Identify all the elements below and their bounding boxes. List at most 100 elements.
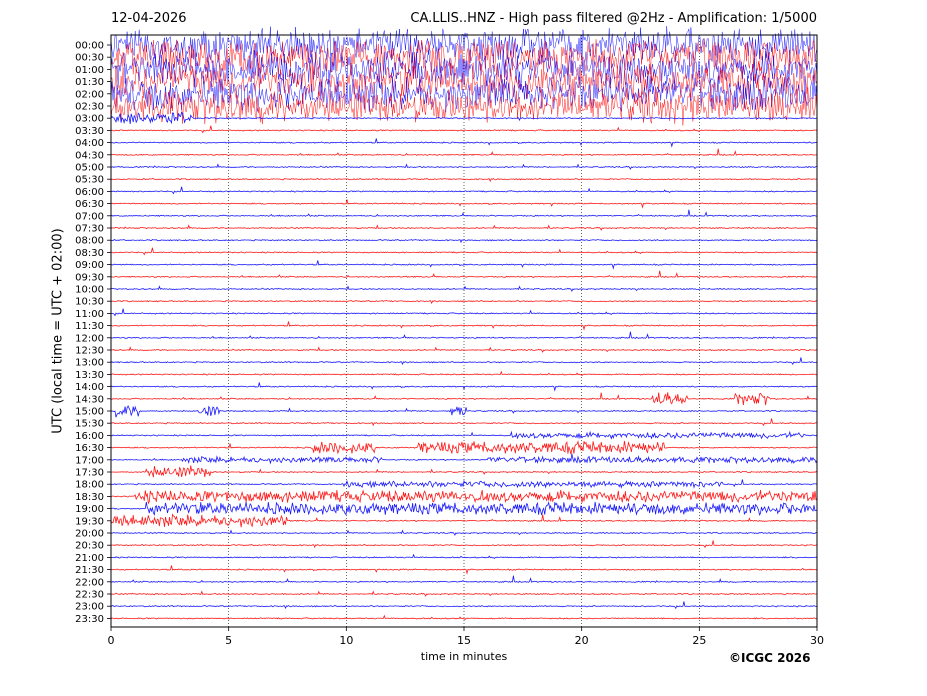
- y-tick-label: 06:30: [75, 199, 104, 210]
- x-tick-label: 20: [575, 634, 589, 647]
- trace-2130: [110, 565, 818, 575]
- y-tick-label: 12:30: [75, 346, 104, 357]
- trace-layer: [110, 26, 818, 621]
- y-tick-label: 11:30: [75, 321, 104, 332]
- y-tick-label: 23:30: [75, 614, 104, 625]
- y-tick-label: 01:30: [75, 77, 104, 88]
- trace-0330: [110, 125, 818, 134]
- y-tick-label: 05:00: [75, 163, 104, 174]
- trace-1530: [110, 418, 817, 427]
- x-tick-label: 15: [457, 634, 471, 647]
- trace-0800: [110, 239, 818, 244]
- trace-2330: [110, 614, 818, 621]
- y-tick-label: 15:30: [75, 419, 104, 430]
- trace-0730: [110, 224, 818, 231]
- trace-2200: [110, 575, 818, 583]
- trace-0500: [110, 163, 818, 170]
- y-tick-label: 03:30: [75, 126, 104, 137]
- y-tick-label: 10:00: [75, 285, 104, 296]
- y-axis-label: UTC (local time = UTC + 02:00): [50, 228, 66, 434]
- y-tick-label: 16:30: [75, 443, 104, 454]
- y-tick-label: 09:00: [75, 260, 104, 271]
- trace-1930: [110, 513, 818, 528]
- y-tick-label: 13:30: [75, 370, 104, 381]
- y-tick-label: 19:30: [75, 516, 104, 527]
- y-tick-label: 06:00: [75, 187, 104, 198]
- y-tick-label: 22:00: [75, 577, 104, 588]
- trace-2000: [110, 529, 818, 536]
- y-tick-label: 21:00: [75, 553, 104, 564]
- grid-layer: [228, 35, 700, 627]
- x-axis-label: time in minutes: [420, 650, 508, 663]
- y-tick-label: 11:00: [75, 309, 104, 320]
- y-tick-label: 23:00: [75, 602, 104, 613]
- trace-0700: [110, 209, 817, 217]
- trace-2100: [110, 553, 818, 560]
- trace-0000: [110, 26, 818, 64]
- trace-1100: [111, 308, 817, 317]
- trace-1730: [110, 465, 818, 478]
- y-tick-label: 21:30: [75, 565, 104, 576]
- trace-0200: [110, 75, 818, 113]
- trace-1830: [110, 489, 818, 505]
- y-tick-label: 00:30: [75, 53, 104, 64]
- y-tick-label: 17:30: [75, 468, 104, 479]
- y-tick-label: 15:00: [75, 407, 104, 418]
- x-tick-label: 30: [810, 634, 824, 647]
- y-tick-label: 18:00: [75, 480, 104, 491]
- trace-0230: [110, 86, 818, 126]
- y-tick-label: 04:00: [75, 138, 104, 149]
- trace-0930: [110, 270, 818, 278]
- trace-0400: [110, 138, 818, 148]
- date-label: 12-04-2026: [111, 11, 187, 26]
- trace-0430: [110, 148, 818, 156]
- trace-1430: [110, 392, 818, 406]
- trace-1700: [110, 453, 818, 465]
- y-tick-label: 14:00: [75, 382, 104, 393]
- trace-1600: [110, 430, 818, 440]
- trace-1800: [110, 479, 818, 489]
- x-tick-label: 5: [225, 634, 232, 647]
- trace-1200: [110, 331, 818, 339]
- y-tick-label: 12:00: [75, 333, 104, 344]
- y-tick-label: 00:00: [75, 41, 104, 52]
- trace-0300: [110, 111, 818, 125]
- trace-1630: [111, 440, 817, 455]
- trace-1130: [110, 321, 818, 331]
- y-tick-label: 05:30: [75, 175, 104, 186]
- y-tick-label: 08:00: [75, 236, 104, 247]
- y-tick-label: 03:00: [75, 114, 104, 125]
- trace-0830: [110, 247, 818, 256]
- y-tick-label: 02:30: [75, 102, 104, 113]
- y-tick-label: 18:30: [75, 492, 104, 503]
- y-tick-label: 20:30: [75, 541, 104, 552]
- copyright-label: ©ICGC 2026: [729, 651, 811, 665]
- x-tick-label: 10: [339, 634, 353, 647]
- y-tick-label: 10:30: [75, 297, 104, 308]
- y-tick-label: 16:00: [75, 431, 104, 442]
- trace-1230: [110, 346, 818, 353]
- trace-0900: [110, 260, 818, 270]
- plot-frame: [110, 34, 818, 628]
- chart-title: CA.LLIS..HNZ - High pass filtered @2Hz -…: [410, 11, 817, 26]
- y-tick-label: 04:30: [75, 150, 104, 161]
- trace-1300: [110, 357, 818, 366]
- trace-2300: [110, 601, 818, 610]
- trace-0100: [110, 50, 818, 89]
- y-tick-label: 08:30: [75, 248, 104, 259]
- y-tick-label: 01:00: [75, 65, 104, 76]
- trace-1900: [110, 501, 818, 516]
- trace-0600: [110, 186, 818, 195]
- y-tick-label: 20:00: [75, 529, 104, 540]
- y-tick-label: 17:00: [75, 455, 104, 466]
- trace-2030: [110, 540, 818, 549]
- trace-0530: [110, 178, 818, 183]
- y-tick-label: 22:30: [75, 590, 104, 601]
- y-tick-label: 09:30: [75, 272, 104, 283]
- x-tick-label: 0: [108, 634, 115, 647]
- y-tick-label: 14:30: [75, 394, 104, 405]
- y-tick-label: 07:30: [75, 224, 104, 235]
- y-tick-label: 13:00: [75, 358, 104, 369]
